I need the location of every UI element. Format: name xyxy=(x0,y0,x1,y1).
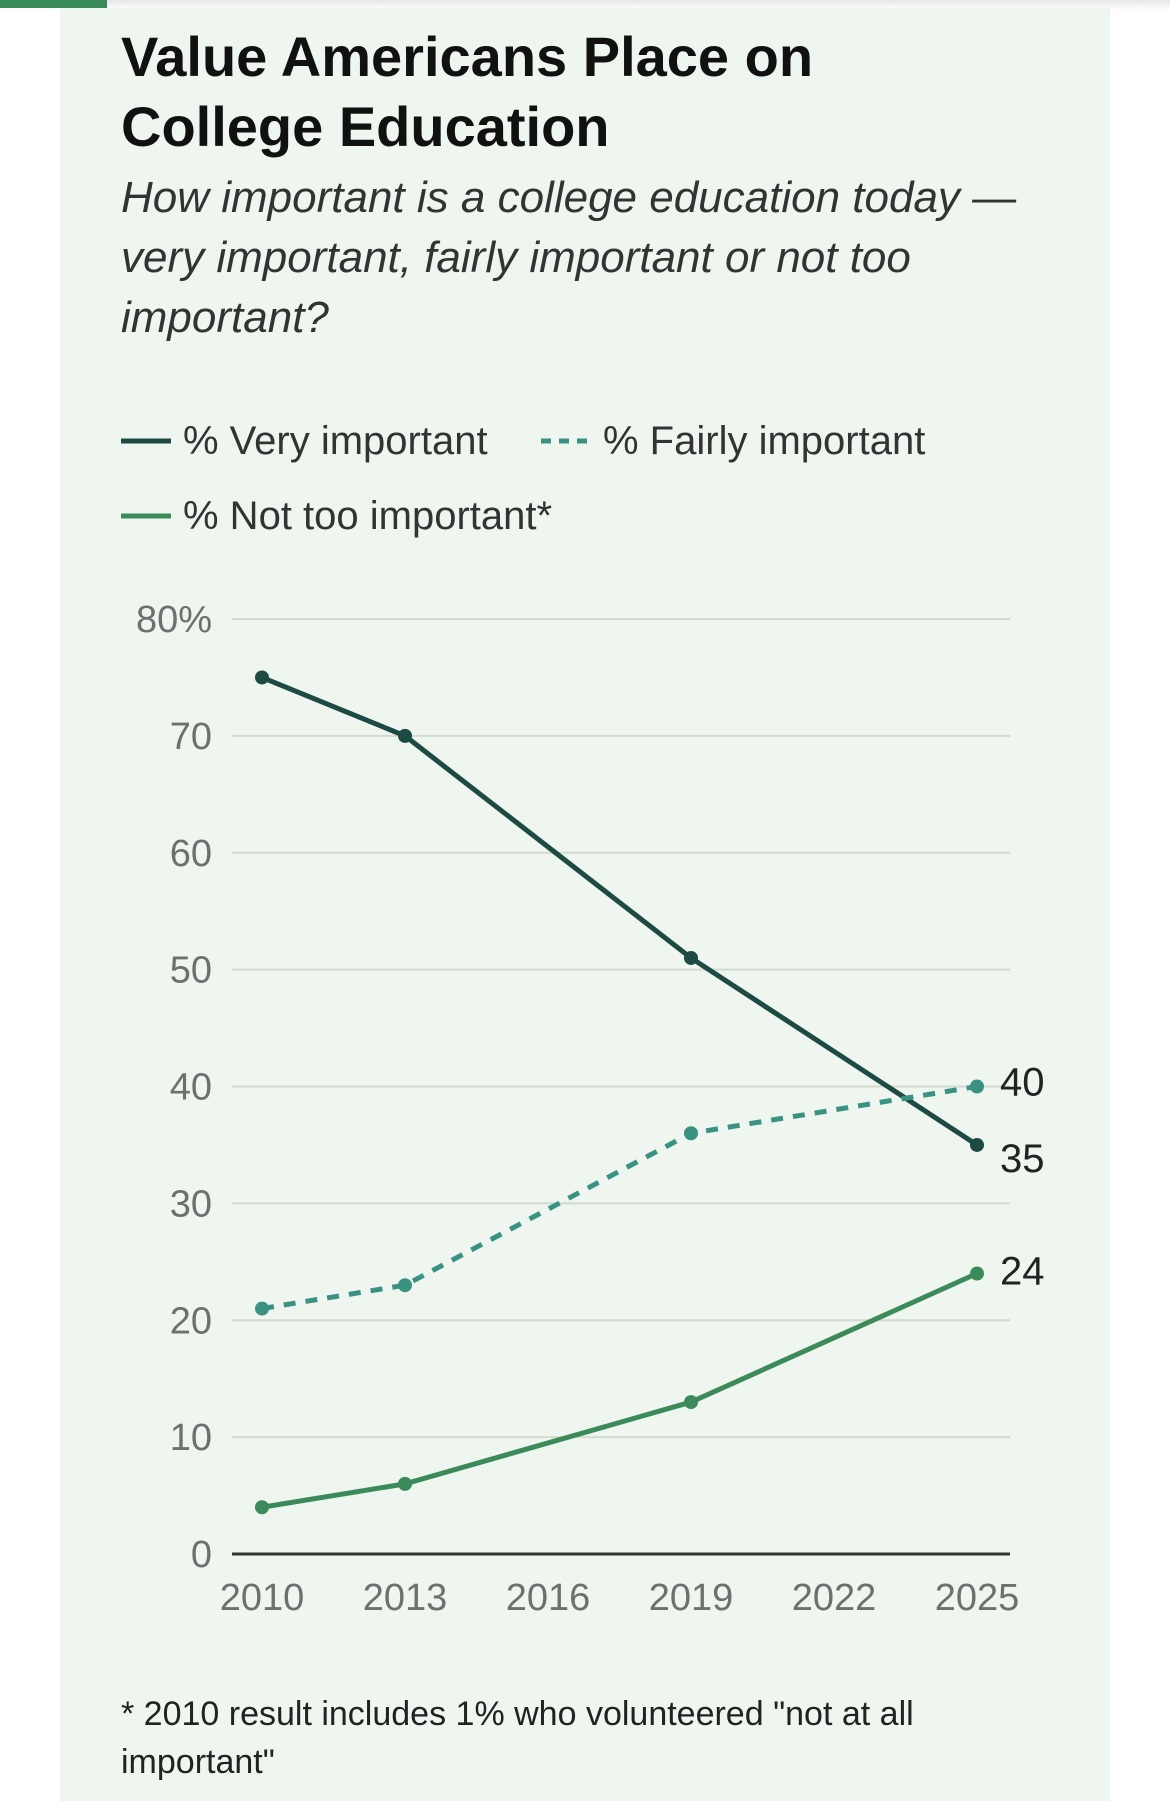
x-tick-label: 2016 xyxy=(506,1577,591,1619)
y-tick-label: 80% xyxy=(136,599,212,641)
data-point-not_too xyxy=(398,1476,412,1491)
x-tick-label: 2022 xyxy=(792,1577,877,1619)
end-label-fairly: 40 xyxy=(1000,1061,1045,1105)
y-tick-label: 20 xyxy=(170,1300,212,1342)
legend-swatch-not-too xyxy=(121,513,171,519)
y-tick-label: 70 xyxy=(170,716,212,758)
y-tick-label: 60 xyxy=(170,833,212,875)
legend-label-not-too: % Not too important* xyxy=(183,493,553,538)
chart-title: Value Americans Place on College Educati… xyxy=(121,25,814,158)
x-tick-label: 2013 xyxy=(363,1577,448,1619)
end-label-not_too: 24 xyxy=(1000,1250,1045,1294)
data-point-fairly xyxy=(970,1079,984,1094)
data-point-fairly xyxy=(255,1301,269,1316)
data-point-not_too xyxy=(684,1395,698,1410)
legend-label-fairly: % Fairly important xyxy=(603,418,926,463)
legend-swatch-fairly xyxy=(541,438,591,444)
series-line-fairly xyxy=(261,1084,978,1312)
y-tick-label: 50 xyxy=(170,950,212,992)
y-tick-label: 30 xyxy=(170,1183,212,1225)
top-shadow xyxy=(0,0,1170,10)
data-point-fairly xyxy=(398,1278,412,1293)
data-point-very xyxy=(684,950,698,965)
y-tick-label: 10 xyxy=(170,1417,212,1459)
legend-item-fairly: % Fairly important xyxy=(541,416,925,466)
legend-item-very: % Very important xyxy=(121,416,488,466)
legend-label-very: % Very important xyxy=(183,418,488,463)
y-tick-label: 40 xyxy=(170,1067,212,1109)
data-point-fairly xyxy=(684,1126,698,1141)
line-chart: 0 10 20 30 40 50 60 70 80% 2010 2013 2016 2019 2022 20… xyxy=(136,599,1045,1619)
end-label-very: 35 xyxy=(1000,1137,1045,1181)
footnote: * 2010 result includes 1% who volunteere… xyxy=(121,1695,914,1781)
x-tick-label: 2010 xyxy=(220,1577,305,1619)
data-point-not_too xyxy=(970,1266,984,1281)
data-point-very xyxy=(970,1137,984,1152)
data-point-very xyxy=(398,728,412,743)
accent-bar xyxy=(0,0,107,8)
series-line-not_too xyxy=(261,1271,979,1510)
y-tick-label: 0 xyxy=(191,1534,212,1576)
chart-card xyxy=(60,8,1110,1801)
x-tick-label: 2025 xyxy=(935,1577,1020,1619)
legend-swatch-very xyxy=(121,438,171,444)
data-point-very xyxy=(255,670,269,685)
legend-item-not-too: % Not too important* xyxy=(121,491,552,541)
series-line-very xyxy=(261,675,979,1148)
data-point-not_too xyxy=(255,1500,269,1515)
chart-subtitle: How important is a college education tod… xyxy=(121,173,1017,342)
x-tick-label: 2019 xyxy=(649,1577,734,1619)
